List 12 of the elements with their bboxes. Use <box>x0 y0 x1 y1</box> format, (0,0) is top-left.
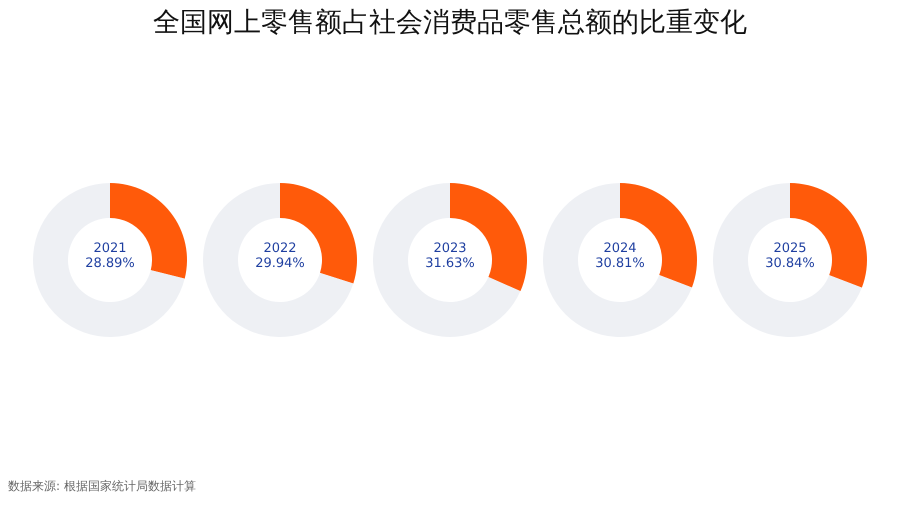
text: 31.63% <box>425 256 475 271</box>
text: 30.81% <box>595 256 645 271</box>
text: 全国网上零售额占社会消费品零售总额的比重变化 <box>152 6 748 40</box>
text: 30.84% <box>765 256 815 271</box>
source-note: 数据来源: 根据国家统计局数据计算 <box>8 478 196 495</box>
text: 2022 <box>263 241 297 256</box>
text: 28.89% <box>85 256 135 271</box>
text: 2021 <box>93 241 127 256</box>
text: 2024 <box>603 241 637 256</box>
text: 29.94% <box>255 256 305 271</box>
text: 2025 <box>773 241 807 256</box>
text: 2023 <box>433 241 467 256</box>
